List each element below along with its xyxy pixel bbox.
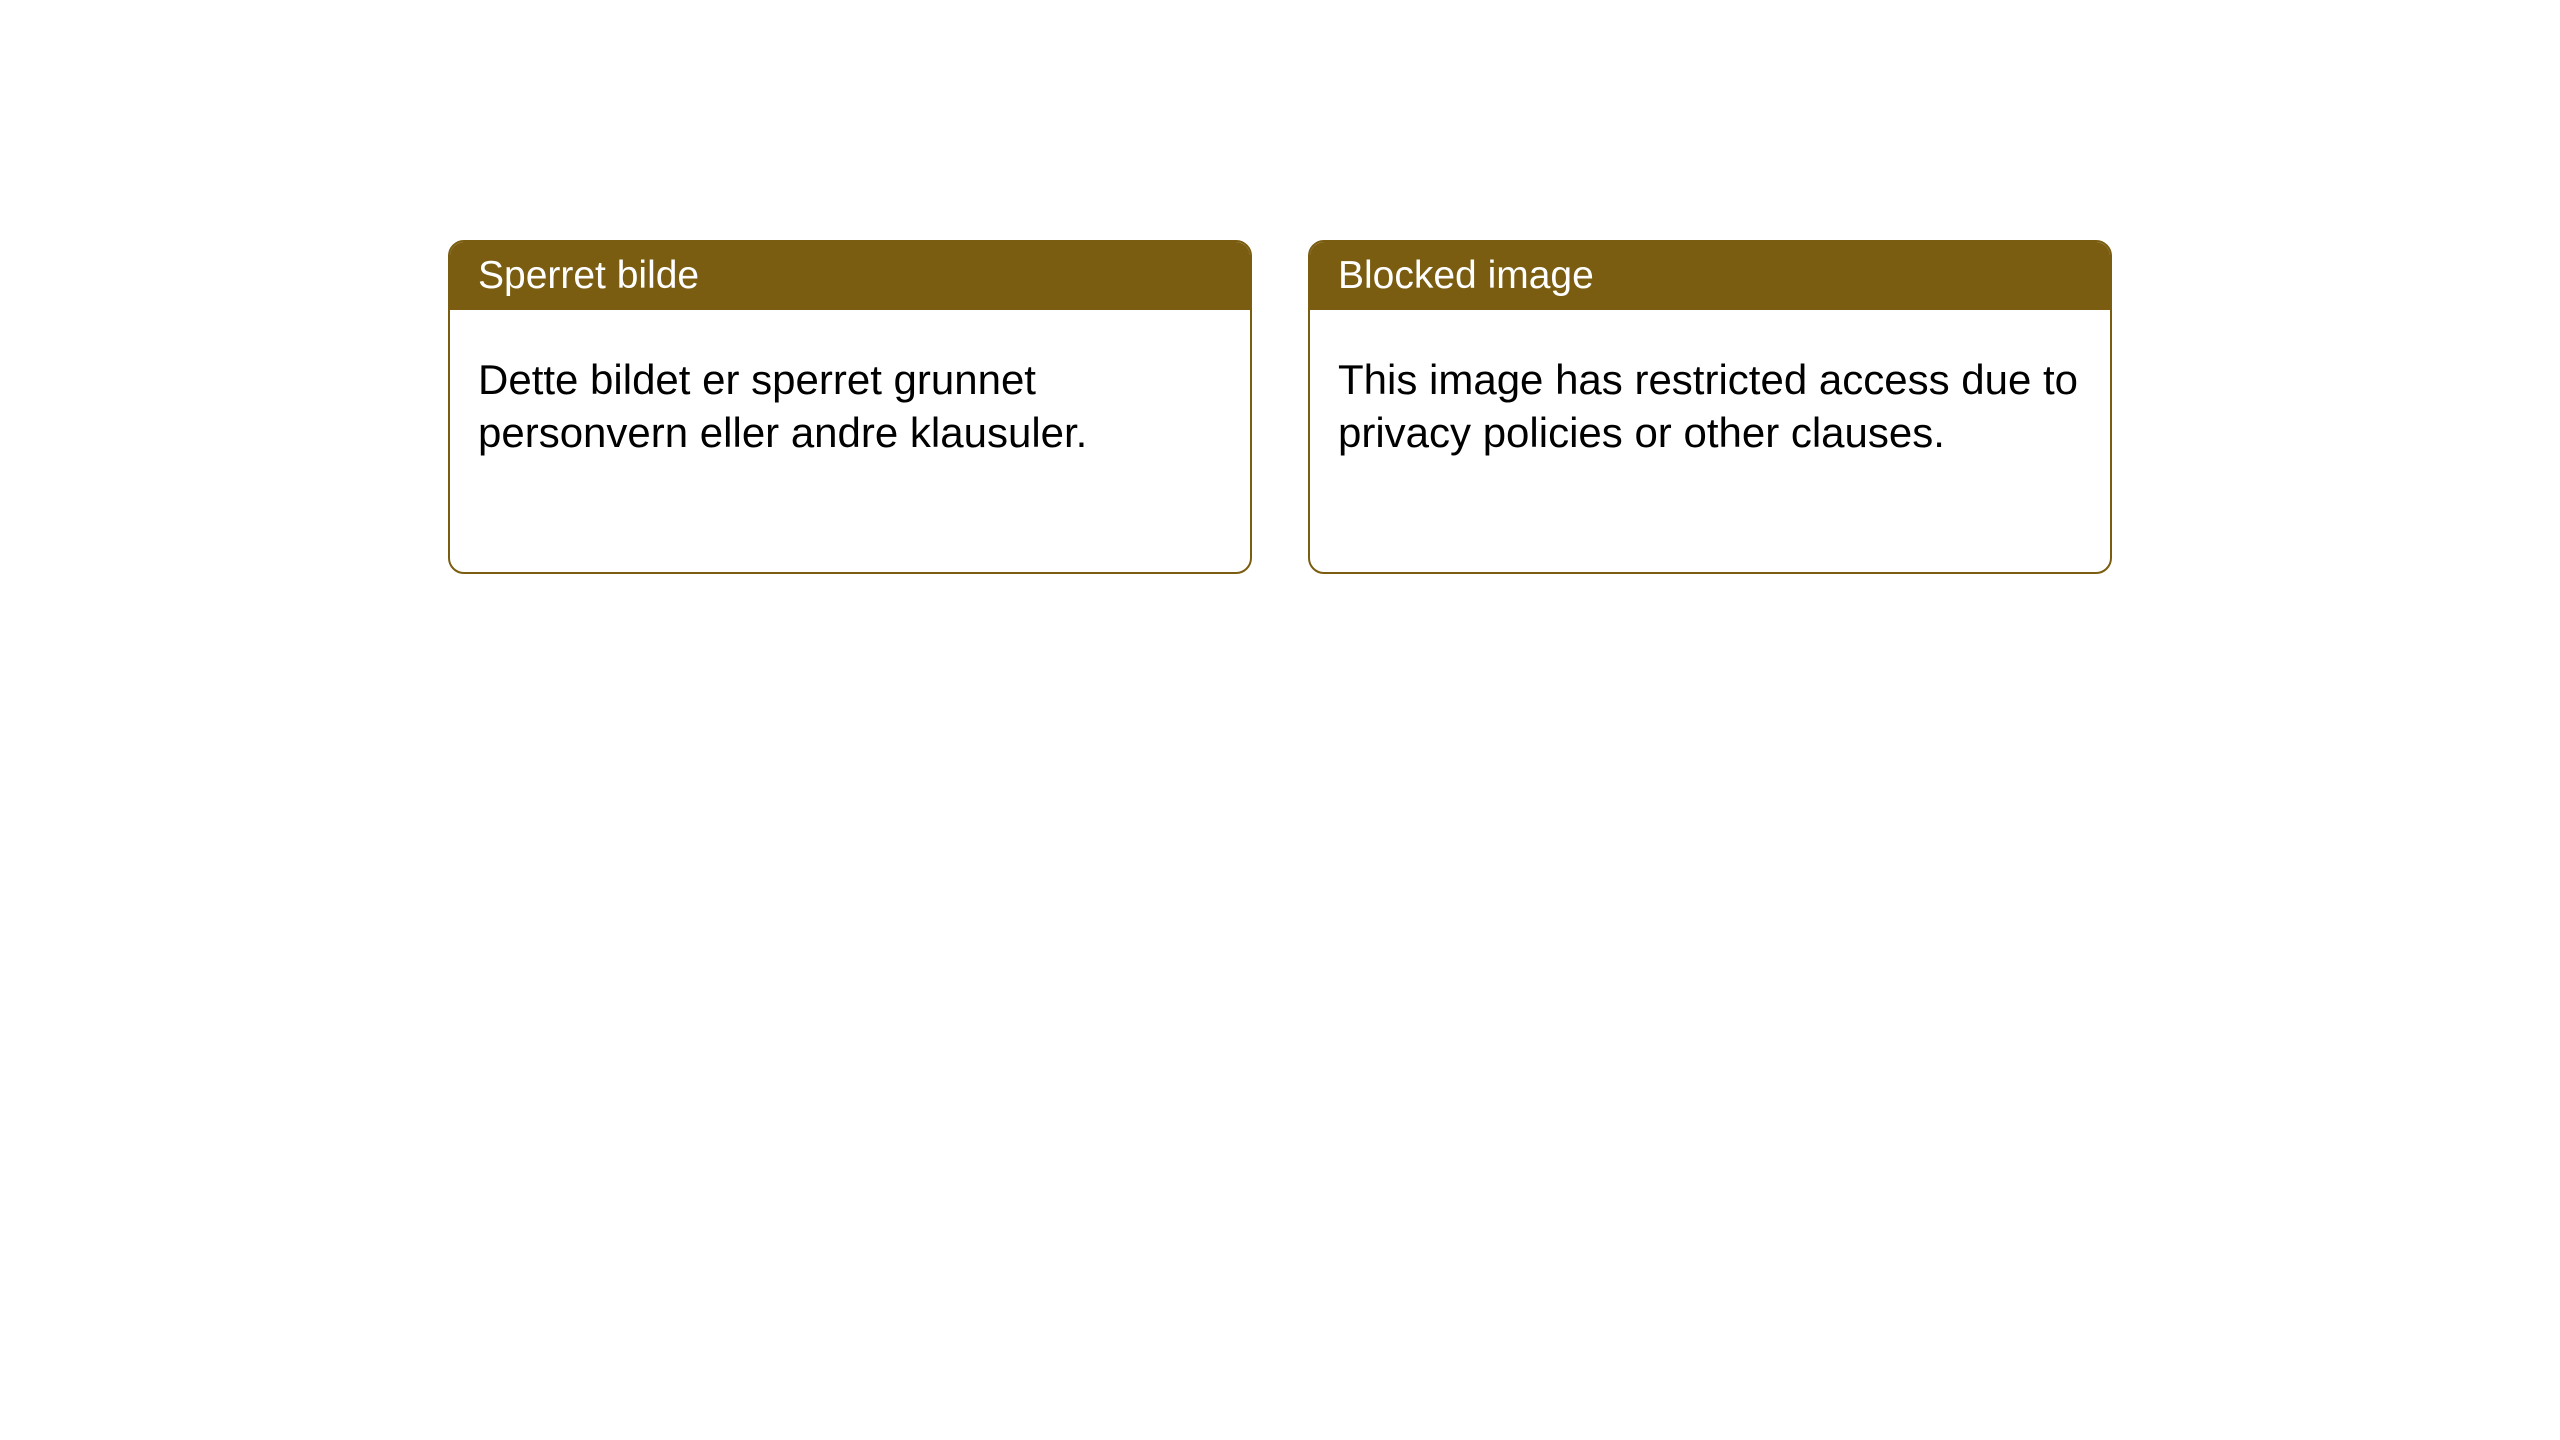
card-title: Sperret bilde (478, 254, 699, 297)
card-body-text: Dette bildet er sperret grunnet personve… (478, 356, 1087, 456)
card-body: Dette bildet er sperret grunnet personve… (450, 310, 1250, 503)
notice-card-english: Blocked image This image has restricted … (1308, 240, 2112, 574)
notice-cards-container: Sperret bilde Dette bildet er sperret gr… (448, 240, 2112, 574)
notice-card-norwegian: Sperret bilde Dette bildet er sperret gr… (448, 240, 1252, 574)
card-body-text: This image has restricted access due to … (1338, 356, 2078, 456)
card-header: Blocked image (1310, 242, 2110, 310)
card-header: Sperret bilde (450, 242, 1250, 310)
card-body: This image has restricted access due to … (1310, 310, 2110, 503)
card-title: Blocked image (1338, 254, 1594, 297)
